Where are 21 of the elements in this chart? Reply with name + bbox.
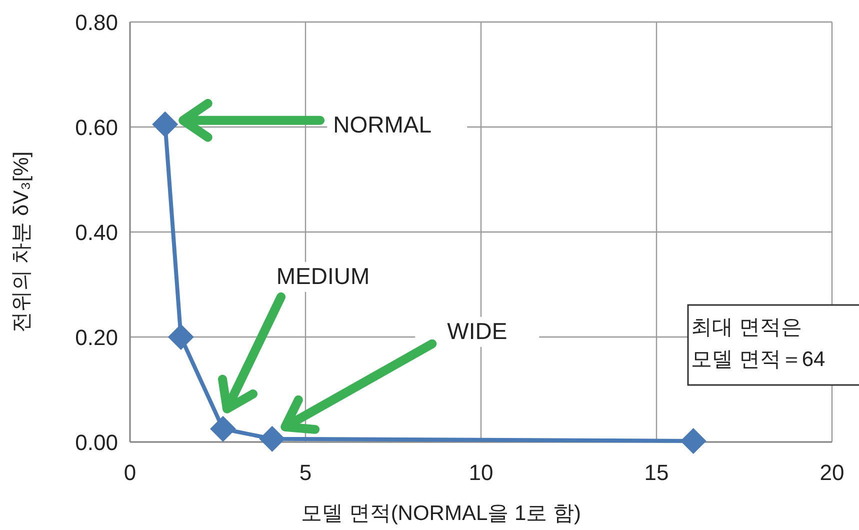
annotation: MEDIUM <box>276 262 370 289</box>
y-tick-label: 0.60 <box>75 115 118 140</box>
x-tick-label: 10 <box>468 460 494 485</box>
x-tick-label: 15 <box>644 460 669 485</box>
point <box>152 111 178 138</box>
point <box>680 428 706 454</box>
annotation: WIDE <box>447 318 508 344</box>
point <box>259 426 286 452</box>
annotation: NORMAL <box>333 111 432 138</box>
y-tick-label: 0.80 <box>75 10 118 35</box>
point <box>168 324 194 350</box>
x-axis-title: 모델 면적(NORMAL을 1로 함) <box>300 502 582 525</box>
annotation: 최대 면적은 모델 면적＝64 <box>691 316 826 371</box>
y-axis-title: 전위의 차분 δV₃[%] <box>10 151 33 333</box>
y-tick-label: 0.40 <box>75 220 118 245</box>
x-tick-label: 20 <box>820 460 844 485</box>
x-tick-label: 0 <box>124 460 136 485</box>
point <box>210 416 236 442</box>
y-tick-label: 0.00 <box>75 430 118 455</box>
x-tick-label: 5 <box>299 460 312 485</box>
y-tick-label: 0.20 <box>75 325 118 350</box>
